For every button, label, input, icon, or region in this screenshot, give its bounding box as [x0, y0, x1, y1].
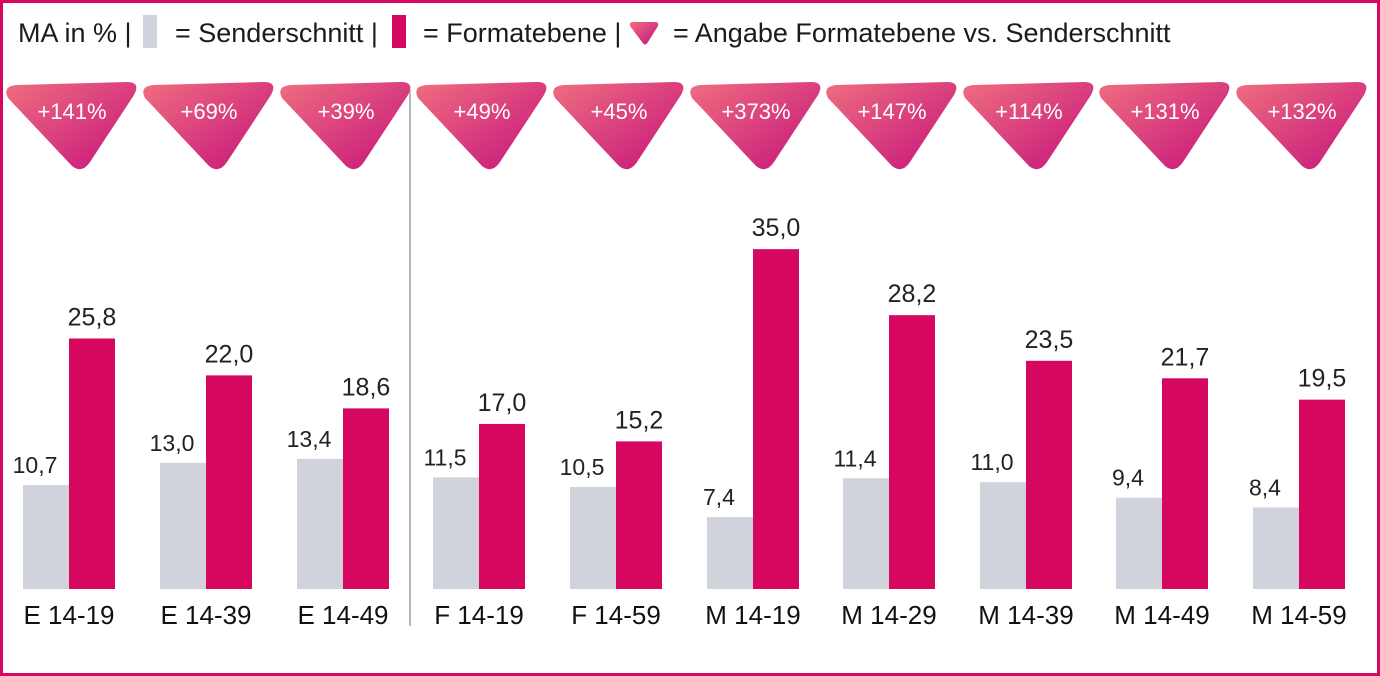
value-label-formatebene: 15,2 [615, 406, 664, 434]
value-label-senderschnitt: 10,7 [13, 452, 58, 478]
percent-badge [1099, 82, 1230, 170]
bar-formatebene [206, 375, 252, 589]
legend-swatch-senderschnitt [143, 15, 157, 48]
value-label-senderschnitt: 13,0 [150, 430, 195, 456]
percent-badge [690, 82, 821, 170]
percent-badge [6, 82, 137, 170]
value-label-formatebene: 19,5 [1298, 365, 1347, 393]
bar-senderschnitt [707, 517, 753, 589]
percent-badge-label: +373% [721, 99, 790, 124]
percent-badge-label: +147% [857, 99, 926, 124]
category-label: M 14-29 [841, 600, 936, 630]
bar-formatebene [1299, 399, 1345, 589]
value-label-senderschnitt: 11,0 [970, 449, 1013, 475]
percent-badge [826, 82, 957, 170]
bar-senderschnitt [1253, 507, 1299, 589]
category-label: M 14-19 [705, 600, 800, 630]
percent-badge-label: +39% [318, 99, 375, 124]
value-label-formatebene: 23,5 [1025, 326, 1074, 354]
value-label-formatebene: 35,0 [752, 214, 801, 242]
bar-senderschnitt [570, 487, 616, 589]
legend-prefix: MA in % | [18, 18, 132, 48]
bar-senderschnitt [1116, 497, 1162, 589]
percent-badge-label: +114% [995, 99, 1062, 124]
value-label-formatebene: 17,0 [478, 389, 527, 417]
legend: MA in % | = Senderschnitt | = Formateben… [18, 15, 1171, 48]
percent-badge [416, 82, 547, 170]
legend-label-angabe: = Angabe Formatebene vs. Senderschnitt [673, 18, 1171, 48]
category-label: M 14-49 [1114, 600, 1209, 630]
bar-senderschnitt [160, 462, 206, 589]
category-label: E 14-49 [297, 600, 388, 630]
category-label: F 14-59 [571, 600, 661, 630]
category-label: E 14-19 [23, 600, 114, 630]
value-label-formatebene: 18,6 [342, 373, 391, 401]
value-label-senderschnitt: 7,4 [703, 484, 735, 510]
bar-formatebene [1162, 378, 1208, 589]
percent-badge-label: +132% [1267, 99, 1336, 124]
bar-formatebene [343, 408, 389, 589]
value-label-formatebene: 22,0 [205, 340, 254, 368]
bar-formatebene [753, 249, 799, 589]
bar-formatebene [1026, 360, 1072, 589]
legend-label-formatebene: = Formatebene | [423, 18, 621, 48]
bar-formatebene [616, 441, 662, 589]
percent-badge [553, 82, 684, 170]
value-label-senderschnitt: 13,4 [287, 426, 332, 452]
plot-area: 10,7 25,8 E 14-19 +141% 13,0 22,0 E 14-39 +69% 1… [6, 82, 1367, 630]
bar-senderschnitt [980, 482, 1026, 589]
legend-badge-icon [629, 22, 659, 45]
bar-formatebene [69, 338, 115, 589]
bar-senderschnitt [297, 458, 343, 589]
bar-senderschnitt [433, 477, 479, 589]
legend-swatch-formatebene [392, 15, 406, 48]
value-label-formatebene: 25,8 [68, 303, 117, 331]
category-label: F 14-19 [434, 600, 524, 630]
percent-badge-label: +45% [591, 99, 648, 124]
category-label: M 14-59 [1251, 600, 1346, 630]
value-label-senderschnitt: 11,5 [423, 444, 466, 470]
value-label-senderschnitt: 8,4 [1249, 474, 1281, 500]
percent-badge [963, 82, 1094, 170]
percent-badge-label: +141% [37, 99, 106, 124]
percent-badge [1236, 82, 1367, 170]
value-label-senderschnitt: 11,4 [833, 445, 876, 471]
percent-badge-label: +69% [181, 99, 238, 124]
percent-badge [280, 82, 411, 170]
value-label-senderschnitt: 9,4 [1112, 465, 1144, 491]
legend-label-senderschnitt: = Senderschnitt | [175, 18, 378, 48]
category-label: E 14-39 [160, 600, 251, 630]
bar-formatebene [479, 423, 525, 589]
bar-senderschnitt [843, 478, 889, 589]
bar-senderschnitt [23, 485, 69, 589]
bar-formatebene [889, 315, 935, 589]
value-label-formatebene: 21,7 [1161, 343, 1210, 371]
percent-badge-label: +131% [1130, 99, 1199, 124]
percent-badge [143, 82, 274, 170]
percent-badge-label: +49% [454, 99, 511, 124]
value-label-senderschnitt: 10,5 [560, 454, 605, 480]
value-label-formatebene: 28,2 [888, 280, 937, 308]
category-label: M 14-39 [978, 600, 1073, 630]
